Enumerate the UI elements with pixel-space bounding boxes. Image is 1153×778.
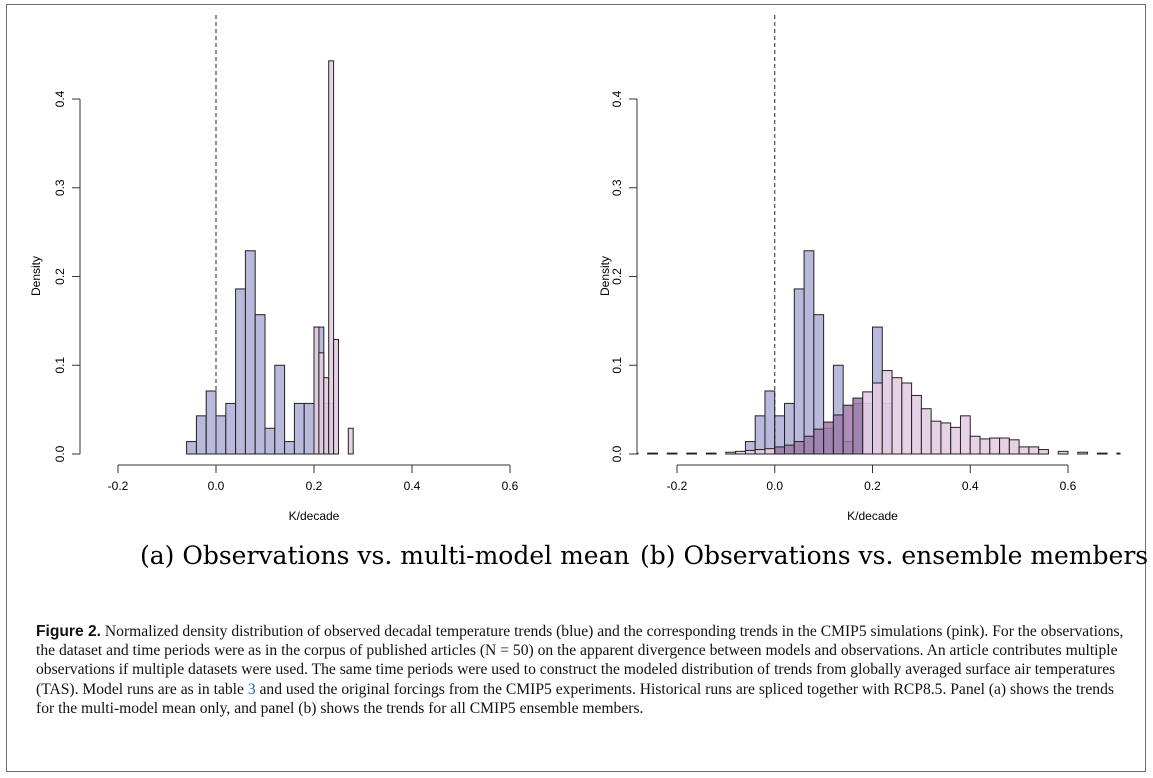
histogram-bar — [1057, 450, 1069, 455]
figure-frame — [6, 4, 1146, 772]
histogram-bar — [959, 415, 971, 455]
histogram-bar — [911, 394, 922, 455]
figure-caption: Figure 2. Normalized density distributio… — [36, 622, 1126, 718]
histogram-bar — [1028, 446, 1040, 455]
histogram-bar — [940, 422, 952, 455]
histogram-bar — [333, 339, 340, 455]
histogram-bar — [705, 452, 717, 455]
y-tick-label: 0.1 — [53, 357, 67, 374]
histogram-bar — [774, 446, 786, 455]
caption-text-2: and used the original forcings from the … — [36, 680, 1114, 717]
y-tick-label: 0.2 — [610, 268, 624, 285]
histogram-bar — [1077, 451, 1089, 455]
histogram-bar — [823, 421, 834, 455]
histogram-bar — [735, 450, 746, 455]
x-tick-label: 0.6 — [502, 479, 519, 493]
histogram-bar — [793, 288, 805, 455]
x-tick-label: 0.0 — [766, 479, 783, 493]
histogram-bar — [989, 437, 1001, 455]
histogram-panel-b: 0.0 0.1 0.2 0.3 0.4 Density -0.2 0.0 0.2 0.4 0.6 K/… — [598, 15, 1121, 523]
histogram-bar — [1096, 452, 1108, 455]
histogram-bar — [1038, 449, 1049, 455]
x-tick-label: 0.6 — [1060, 479, 1077, 493]
y-tick-label: 0.4 — [610, 90, 624, 107]
caption-label: Figure 2. — [36, 623, 101, 640]
x-axis-label: K/decade — [847, 509, 898, 523]
x-tick-label: 0.2 — [306, 479, 323, 493]
histogram-panel-a: 0.0 0.1 0.2 0.3 0.4 Density -0.2 0.0 0.2 0.4 0.6 K/… — [29, 15, 519, 523]
histogram-bar — [803, 250, 815, 455]
histogram-bar — [862, 391, 873, 455]
x-axis-label: K/decade — [289, 509, 340, 523]
y-tick-label: 0.2 — [53, 268, 67, 285]
table-reference-link[interactable]: 3 — [247, 680, 256, 698]
histogram-bar — [764, 390, 776, 455]
histogram-bar — [254, 314, 266, 455]
caption-text-1: Normalized density distribution of obser… — [36, 623, 1124, 698]
histogram-bar — [930, 420, 942, 455]
histogram-bar — [832, 414, 844, 455]
histogram-bar — [1018, 446, 1030, 455]
histogram-bar — [793, 441, 805, 455]
histogram-bar — [647, 452, 658, 455]
histogram-bar — [979, 438, 991, 455]
subcaption-b: (b) Observations vs. ensemble members — [640, 541, 1149, 570]
histogram-bar — [686, 452, 698, 455]
y-tick-label: 0.1 — [610, 357, 624, 374]
subcaption-a: (a) Observations vs. multi-model mean — [140, 541, 630, 570]
x-tick-label: -0.2 — [667, 479, 688, 493]
x-tick-label: 0.2 — [864, 479, 881, 493]
y-tick-label: 0.0 — [53, 445, 67, 462]
histogram-bar — [852, 397, 864, 455]
histogram-bar — [754, 449, 766, 455]
histogram-bar — [666, 452, 678, 455]
x-tick-label: 0.4 — [404, 479, 421, 493]
y-axis-label: Density — [29, 256, 43, 296]
histogram-bar — [969, 435, 981, 455]
histogram-bar — [1008, 439, 1020, 455]
y-tick-label: 0.0 — [610, 445, 624, 462]
histogram-bar — [891, 377, 903, 455]
histogram-bar — [347, 427, 354, 455]
histogram-bar — [725, 451, 737, 455]
histogram-bar — [754, 415, 766, 455]
y-tick-label: 0.3 — [53, 179, 67, 196]
x-tick-label: 0.4 — [962, 479, 979, 493]
histogram-bar — [842, 404, 854, 455]
histogram-bar — [950, 426, 961, 455]
histogram-bar — [999, 437, 1010, 455]
histogram-bar — [881, 370, 893, 455]
histogram-bar — [813, 428, 825, 455]
y-axis-label: Density — [598, 256, 612, 296]
histogram-bar — [872, 382, 883, 455]
x-tick-label: -0.2 — [108, 479, 129, 493]
histogram-bar — [920, 408, 932, 455]
histogram-bar — [1116, 452, 1121, 455]
histogram-bar — [803, 435, 815, 455]
x-tick-label: 0.0 — [208, 479, 225, 493]
y-tick-label: 0.4 — [53, 90, 67, 107]
histogram-bar — [744, 449, 756, 455]
histogram-bar — [764, 448, 776, 455]
histogram-series-models — [636, 370, 1121, 455]
histogram-series-models — [313, 60, 354, 455]
histogram-bar — [784, 444, 795, 455]
histogram-bar — [274, 364, 286, 455]
histogram-bar — [328, 60, 335, 455]
histogram-bar — [901, 382, 913, 455]
y-tick-label: 0.3 — [610, 179, 624, 196]
